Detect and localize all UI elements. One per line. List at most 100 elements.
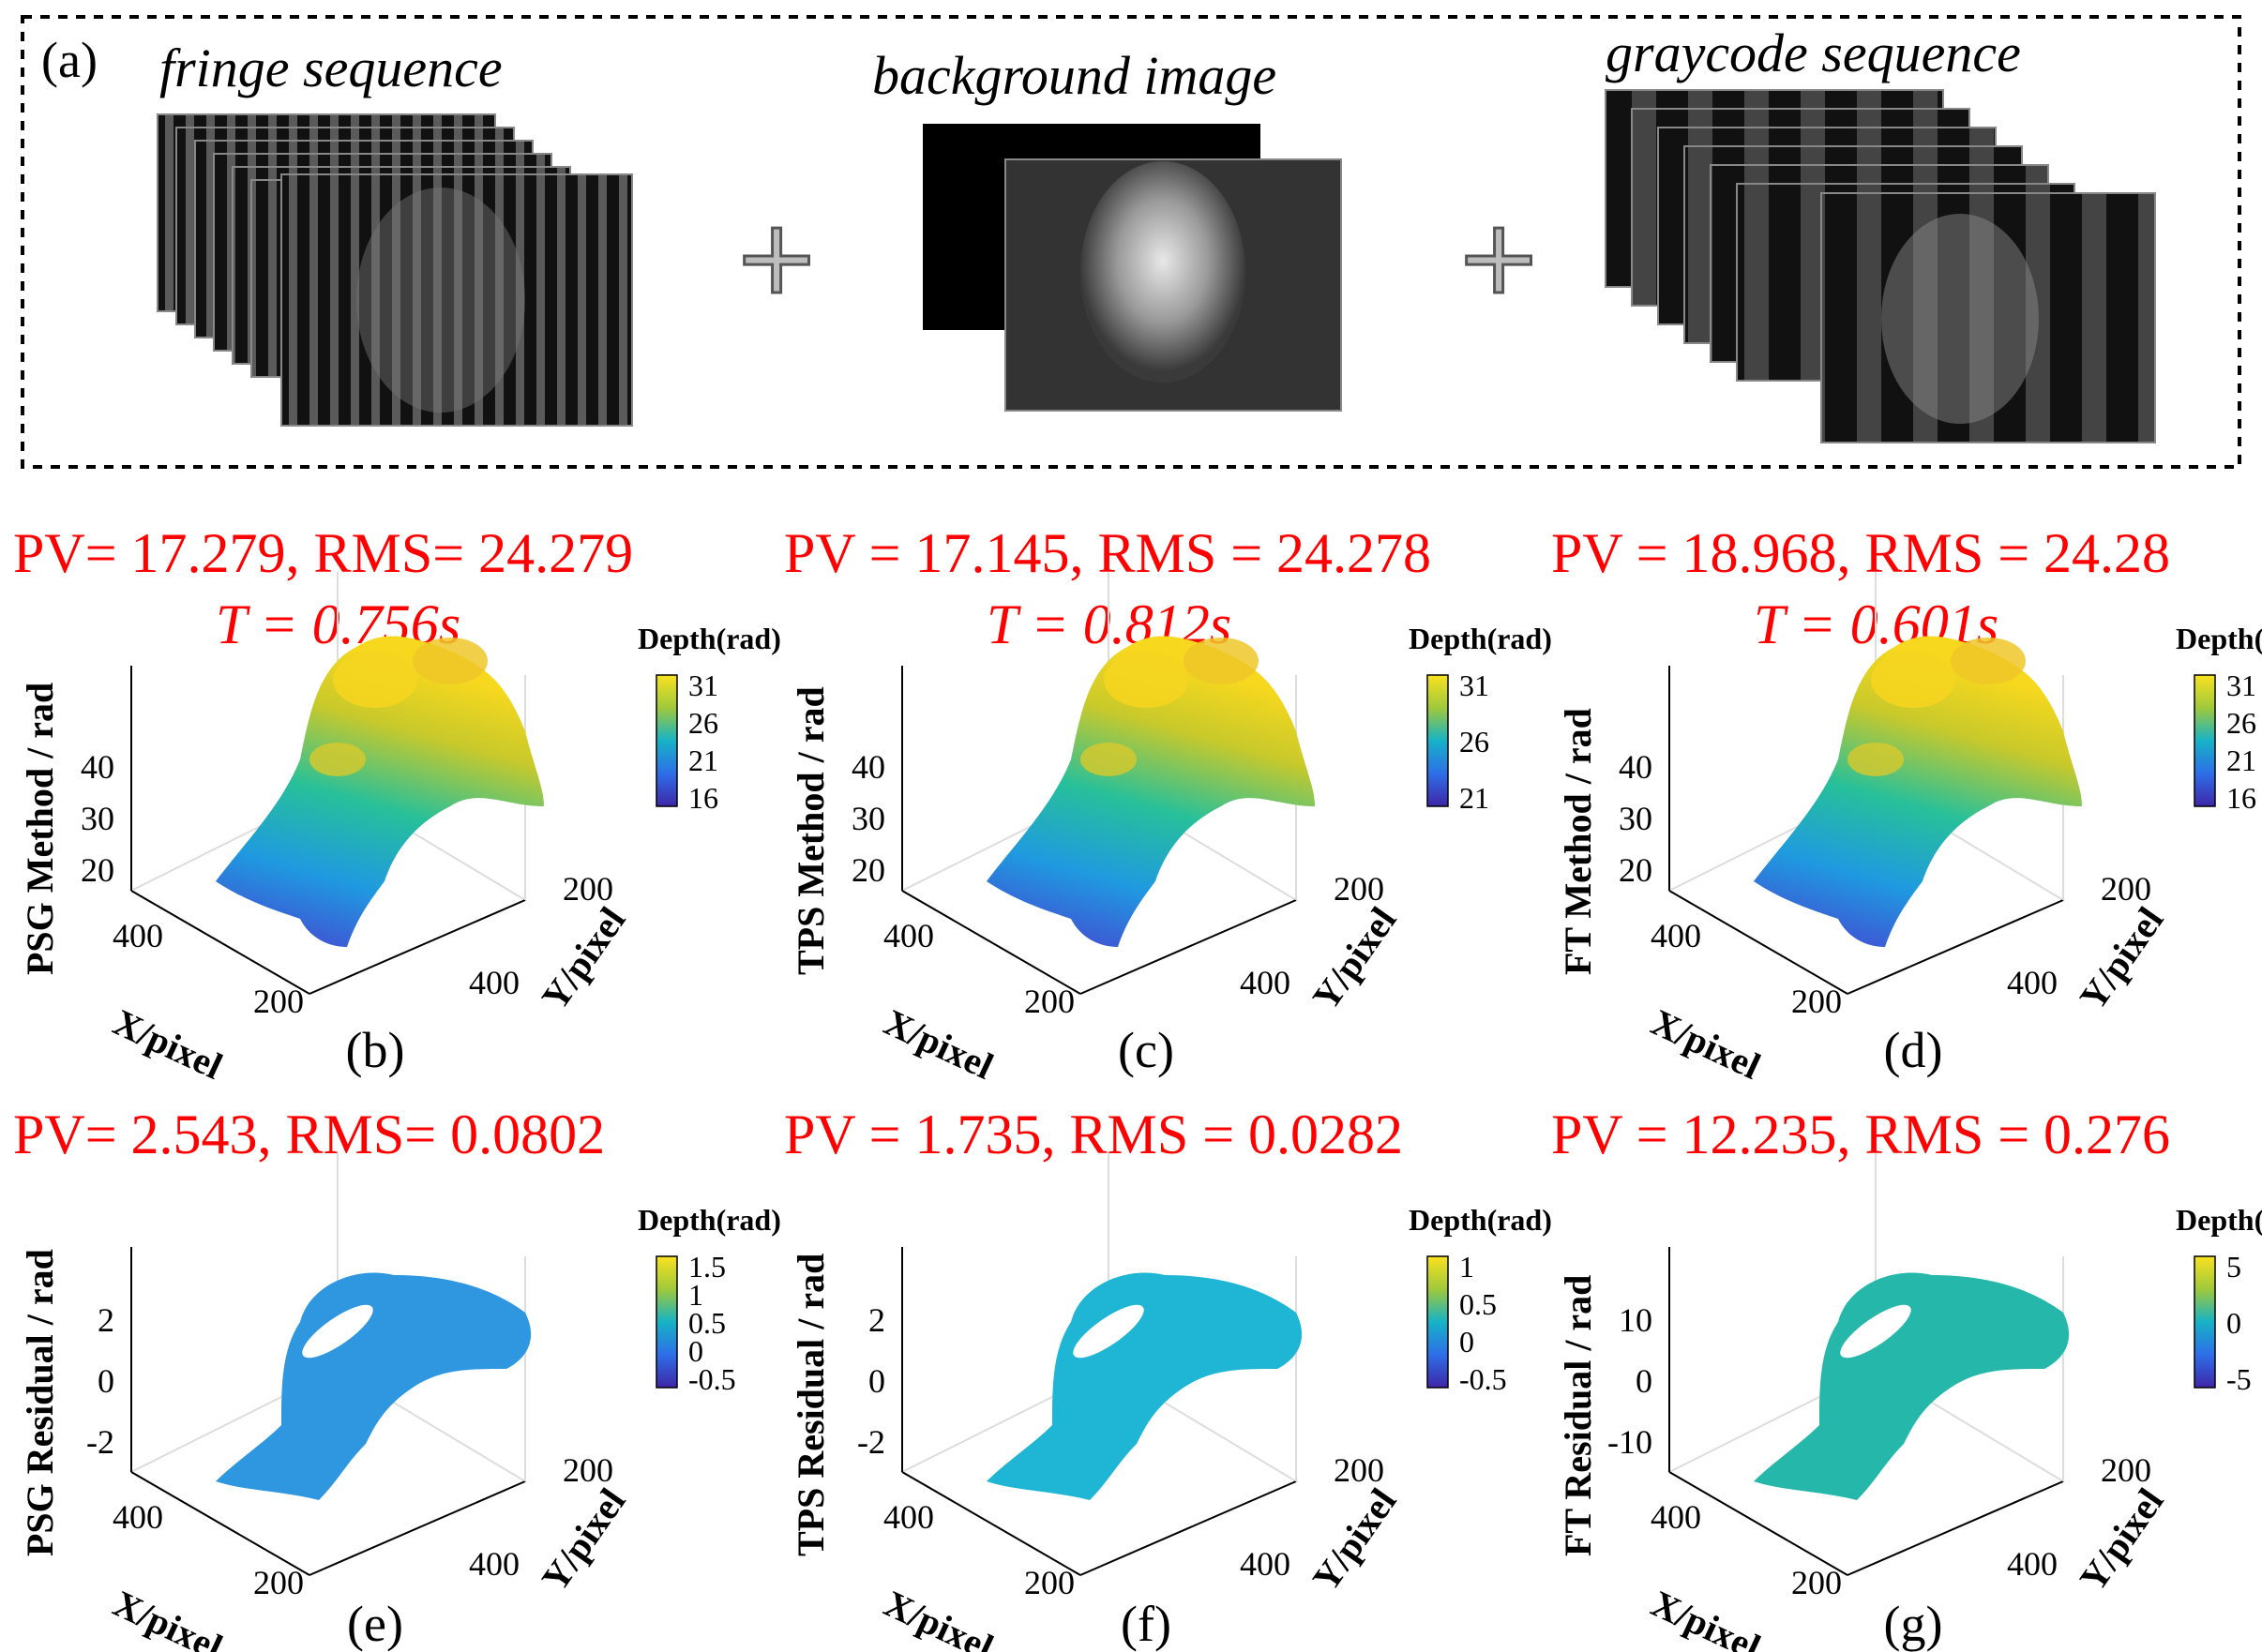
panel-e-colorbar-title: Depth(rad) <box>638 1203 781 1237</box>
panel-a-frame <box>21 15 2241 469</box>
panel-f-z-tick: -2 <box>857 1423 885 1461</box>
panel-g: PV = 12.235, RMS = 0.276 10 0 -10 400 200 200 4… <box>1551 1104 2262 1652</box>
panel-e-colorbar-tick: 0.5 <box>688 1306 726 1340</box>
panel-e-colorbar-tick: 1 <box>688 1278 703 1312</box>
panel-a-label: (a) <box>41 32 98 88</box>
panel-g-colorbar-tick: 5 <box>2226 1250 2241 1284</box>
panel-g-x-label: X/pixel <box>1645 1582 1767 1652</box>
panel-c-colorbar-title: Depth(rad) <box>1409 622 1552 655</box>
panel-b-colorbar-tick: 31 <box>688 668 718 702</box>
panel-c-y-tick: 400 <box>1240 964 1290 1001</box>
panel-d-x-tick: 200 <box>1791 983 1842 1020</box>
panel-e-x-label: X/pixel <box>107 1582 229 1652</box>
panel-e-z-tick: 0 <box>98 1362 114 1400</box>
panel-f-label: (f) <box>1121 1596 1171 1652</box>
panel-f-x-tick: 200 <box>1024 1564 1075 1601</box>
plus-icon-2: + <box>1455 197 1542 317</box>
panel-c-z-tick: 30 <box>852 800 885 837</box>
panel-f-colorbar-title: Depth(rad) <box>1409 1203 1552 1237</box>
panel-d-z-label: FT Method / rad <box>1557 708 1599 975</box>
panel-e-z-label: PSG Residual / rad <box>19 1249 61 1556</box>
panel-f-colorbar-tick: 0.5 <box>1459 1287 1497 1321</box>
panel-f-y-label: Y/pixel <box>1304 1480 1405 1599</box>
panel-c-y-label: Y/pixel <box>1304 899 1405 1017</box>
panel-d-y-tick: 200 <box>2101 870 2151 908</box>
panel-g-metric-pv-rms: PV = 12.235, RMS = 0.276 <box>1551 1104 2170 1165</box>
panel-b-z-tick: 20 <box>81 851 114 889</box>
panel-d-colorbar-tick: 16 <box>2226 781 2256 815</box>
panel-c-colorbar-tick: 26 <box>1459 725 1489 758</box>
graycode-sequence-title: graycode sequence <box>1606 23 2021 83</box>
panel-c-z-label: TPS Method / rad <box>790 686 832 975</box>
panel-f-z-tick: 0 <box>868 1362 885 1400</box>
panel-c-x-axis <box>901 890 1081 995</box>
fringe-sequence-stack: fringe sequence <box>157 38 633 427</box>
panel-f-x-axis <box>901 1471 1081 1576</box>
panel-g-residual-surface <box>1754 1272 2070 1500</box>
panel-e-y-axis <box>309 1480 526 1576</box>
panel-f-residual-surface <box>987 1272 1303 1500</box>
panel-g-y-tick: 200 <box>2101 1451 2151 1489</box>
panel-g-colorbar-title: Depth(rad) <box>2176 1203 2262 1237</box>
panel-b-label: (b) <box>346 1022 405 1078</box>
panel-b-y-tick: 200 <box>563 870 613 908</box>
panel-f-x-tick: 400 <box>883 1498 934 1536</box>
panel-b-colorbar <box>656 674 678 807</box>
panel-b-depth-surface <box>216 636 544 947</box>
panel-g-colorbar <box>2194 1255 2216 1389</box>
plus-icon-1: + <box>733 197 820 317</box>
background-image-stack: background image <box>872 45 1342 412</box>
panel-e-z-tick: -2 <box>86 1423 114 1461</box>
panel-e-y-tick: 200 <box>563 1451 613 1489</box>
background-image-title: background image <box>872 45 1276 106</box>
fringe-sequence-title: fringe sequence <box>159 38 503 98</box>
panel-c-x-tick: 400 <box>883 917 934 954</box>
panel-f-z-label: TPS Residual / rad <box>790 1254 832 1556</box>
panel-d-colorbar-title: Depth(rad) <box>2176 622 2262 655</box>
panel-e-y-tick: 400 <box>469 1545 520 1583</box>
panel-b-x-tick: 200 <box>253 983 304 1020</box>
panel-g-y-axis <box>1847 1480 2064 1576</box>
panel-e-colorbar-tick: -0.5 <box>688 1362 736 1396</box>
panel-f-colorbar-tick: 0 <box>1459 1325 1474 1359</box>
panel-b-z-tick: 40 <box>81 748 114 786</box>
panel-b-metric-pv-rms: PV= 17.279, RMS= 24.279 <box>13 522 633 584</box>
panel-d-depth-surface <box>1754 636 2082 947</box>
panel-b-colorbar-tick: 26 <box>688 706 718 740</box>
panel-b-y-tick: 400 <box>469 964 520 1001</box>
panel-d-label: (d) <box>1884 1022 1943 1078</box>
panel-f-y-tick: 400 <box>1240 1545 1290 1583</box>
panel-f-y-axis <box>1079 1480 1297 1576</box>
panel-e-y-label: Y/pixel <box>534 1480 634 1599</box>
panel-g-z-tick: 0 <box>1636 1362 1652 1400</box>
panel-b-x-axis <box>130 890 310 995</box>
panel-f-metric-pv-rms: PV = 1.735, RMS = 0.0282 <box>784 1104 1403 1165</box>
panel-c-colorbar-tick: 21 <box>1459 781 1489 815</box>
panel-d-x-axis <box>1668 890 1848 995</box>
panel-d-z-tick: 20 <box>1619 851 1652 889</box>
panel-f-colorbar-tick: -0.5 <box>1459 1362 1507 1396</box>
panel-g-colorbar-tick: 0 <box>2226 1306 2241 1340</box>
panel-b-colorbar-title: Depth(rad) <box>638 622 781 655</box>
panel-e-residual-surface <box>216 1272 532 1500</box>
panel-c-z-tick: 20 <box>852 851 885 889</box>
fringe-image-front <box>280 173 633 427</box>
panel-e-x-axis <box>130 1471 310 1576</box>
panel-e-x-tick: 400 <box>113 1498 163 1536</box>
panel-e-metric-pv-rms: PV= 2.543, RMS= 0.0802 <box>13 1104 605 1165</box>
panel-e: PV= 2.543, RMS= 0.0802 2 0 -2 400 200 200 400 X/… <box>13 1104 781 1652</box>
panel-e-colorbar-tick: 0 <box>688 1334 703 1368</box>
panel-d-y-tick: 400 <box>2007 964 2058 1001</box>
panel-f-colorbar-tick: 1 <box>1459 1250 1474 1284</box>
panel-c-colorbar-tick: 31 <box>1459 668 1489 702</box>
panel-f-colorbar <box>1426 1255 1449 1389</box>
panel-c-label: (c) <box>1118 1022 1174 1078</box>
panel-b-colorbar-tick: 21 <box>688 743 718 777</box>
panel-e-colorbar <box>656 1255 678 1389</box>
panel-f-z-tick: 2 <box>868 1301 885 1339</box>
panel-f: PV = 1.735, RMS = 0.0282 2 0 -2 400 200 200 400… <box>784 1104 1552 1652</box>
panel-d-z-tick: 30 <box>1619 800 1652 837</box>
